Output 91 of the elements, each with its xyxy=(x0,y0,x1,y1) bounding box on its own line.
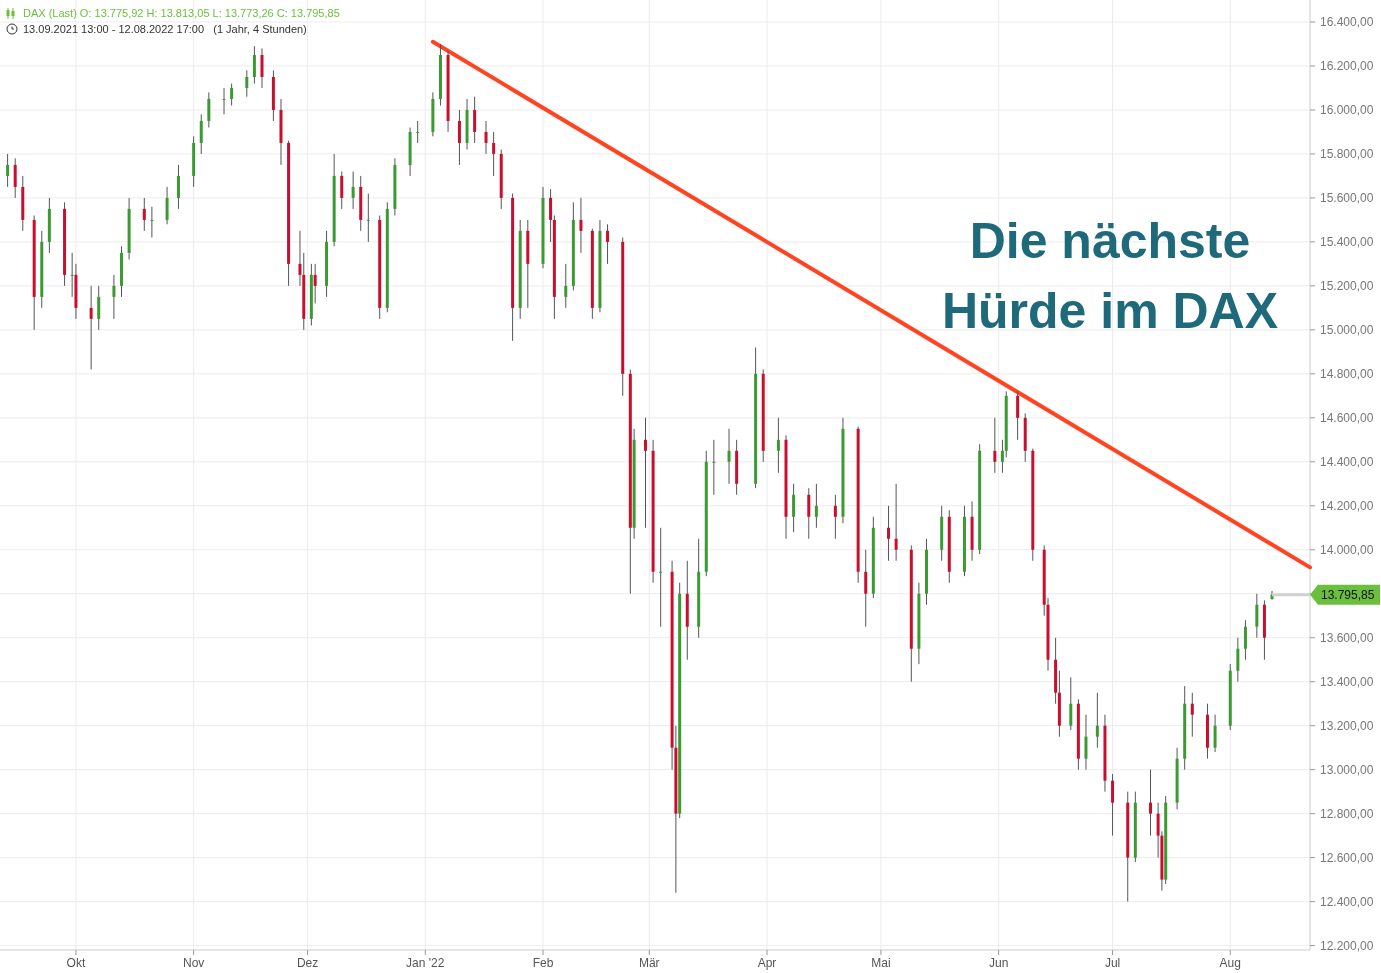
candlestick xyxy=(222,87,226,115)
y-tick-label: 13.600,00 xyxy=(1320,630,1374,645)
y-tick-label: 14.000,00 xyxy=(1320,542,1374,557)
y-tick-label: 14.400,00 xyxy=(1320,455,1374,470)
candlestick xyxy=(1084,714,1088,771)
candlestick xyxy=(176,164,180,210)
candlestick xyxy=(165,186,169,225)
candlestick xyxy=(97,285,101,331)
candlestick xyxy=(833,494,837,540)
y-tick-label: 14.600,00 xyxy=(1320,411,1374,426)
candlestick xyxy=(606,223,610,265)
candlestick xyxy=(644,417,648,529)
candlestick xyxy=(484,120,488,155)
candlestick xyxy=(70,252,74,298)
x-tick-label: Mär xyxy=(638,956,660,970)
candlestick xyxy=(814,483,818,529)
candlestick xyxy=(313,263,317,304)
candlestick xyxy=(993,417,997,474)
candlestick xyxy=(260,47,264,89)
candlestick xyxy=(245,69,249,98)
x-tick-label: Apr xyxy=(757,956,777,970)
x-tick-label: Jan '22 xyxy=(406,956,445,970)
candlestick xyxy=(1236,637,1240,683)
y-tick-label: 16.400,00 xyxy=(1320,15,1374,30)
y-tick-label: 12.800,00 xyxy=(1320,806,1374,821)
candlestick xyxy=(776,417,780,474)
candlestick xyxy=(112,274,116,320)
x-tick-label: Nov xyxy=(182,956,205,970)
y-tick-label: 12.600,00 xyxy=(1320,850,1374,865)
candlestick xyxy=(807,487,811,540)
candlestick xyxy=(89,285,93,370)
candlestick xyxy=(416,120,420,144)
candlestick xyxy=(457,109,461,166)
text: 13.09.2021 13:00 - 12.08.2022 17:00 (1 Jahr, 4 Stunden) xyxy=(23,23,307,35)
candlestick xyxy=(207,91,211,129)
y-tick-label: 13.400,00 xyxy=(1320,674,1374,689)
candlestick xyxy=(1016,390,1020,441)
candlestick xyxy=(792,483,796,533)
y-tick-label: 14.200,00 xyxy=(1320,498,1374,513)
y-tick-label: 15.000,00 xyxy=(1320,323,1374,338)
y-tick-label: 15.200,00 xyxy=(1320,279,1374,294)
candlestick xyxy=(252,45,256,85)
candlestick xyxy=(6,153,10,188)
candlestick xyxy=(659,527,663,628)
candlestick xyxy=(727,428,731,485)
y-tick-label: 16.000,00 xyxy=(1320,103,1374,118)
annotation: Die nächste Hürde im DAX xyxy=(941,213,1279,339)
x-tick-label: Jun xyxy=(988,956,1009,970)
candlestick xyxy=(230,83,234,107)
candlestick xyxy=(492,131,496,177)
candlestick xyxy=(1243,619,1247,661)
y-tick-label: 14.800,00 xyxy=(1320,367,1374,382)
candlestick xyxy=(549,188,553,243)
y-tick-label: 12.400,00 xyxy=(1320,894,1374,909)
candlestick xyxy=(13,157,17,199)
candlestick xyxy=(1000,439,1004,474)
text: DAX (Last) O: 13.775,92 H: 13.813,05 L: 13.773,26 C: 13.795,85 xyxy=(23,7,340,19)
candlestick xyxy=(887,505,891,562)
y-tick-label: 13.000,00 xyxy=(1320,762,1374,777)
x-tick-label: Okt xyxy=(66,956,86,970)
candlestick xyxy=(564,263,568,309)
annotation: 13.795,85 xyxy=(1321,588,1375,603)
candlestick xyxy=(1069,676,1073,731)
y-tick-label: 16.200,00 xyxy=(1320,59,1374,74)
candlestick xyxy=(1255,593,1259,639)
y-tick-label: 13.200,00 xyxy=(1320,718,1374,733)
y-tick-label: 12.200,00 xyxy=(1320,938,1374,953)
y-tick-label: 15.600,00 xyxy=(1320,191,1374,206)
candlestick xyxy=(712,439,716,496)
candlestick xyxy=(142,197,146,232)
candlestick xyxy=(351,171,355,210)
x-tick-label: Aug xyxy=(1219,956,1241,970)
candlestick xyxy=(340,171,344,210)
candlestick xyxy=(894,483,898,562)
x-tick-label: Jul xyxy=(1104,956,1121,970)
candlestick xyxy=(366,193,370,243)
candlestick xyxy=(473,96,477,144)
candlestick xyxy=(1190,692,1194,738)
candlestick xyxy=(1213,714,1217,753)
candlestick xyxy=(199,113,203,155)
candlestick xyxy=(150,206,154,238)
x-tick-label: Feb xyxy=(532,956,554,970)
candlestick xyxy=(864,549,868,628)
x-tick-label: Dez xyxy=(296,956,319,970)
candlestick xyxy=(1111,773,1115,837)
y-tick-label: 15.400,00 xyxy=(1320,235,1374,250)
candlestick xyxy=(1149,769,1153,837)
candlestick xyxy=(1095,692,1099,749)
candlestick xyxy=(579,197,583,254)
y-tick-label: 15.800,00 xyxy=(1320,147,1374,162)
x-tick-label: Mai xyxy=(871,956,891,970)
